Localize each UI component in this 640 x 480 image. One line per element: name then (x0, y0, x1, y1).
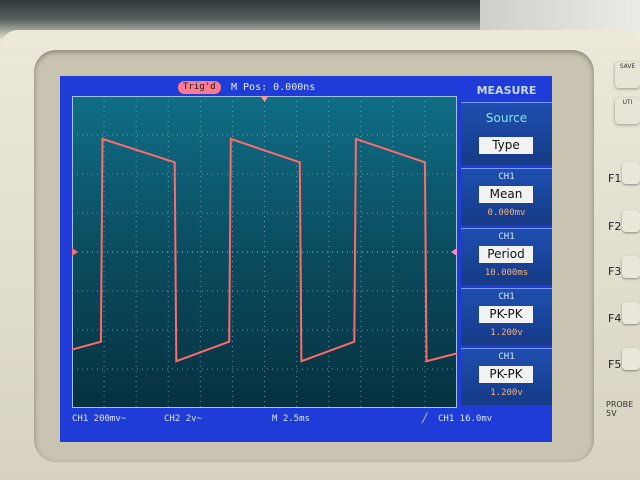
ch2-scale: CH2 2v~ (164, 414, 202, 424)
trigger-level-marker-icon (451, 248, 457, 256)
menu-slot-f5[interactable]: CH1 PK-PK 1.200v (461, 348, 552, 405)
horizontal-position: M Pos: 0.000ns (231, 82, 316, 93)
measure-value: 10.000ms (484, 268, 529, 278)
trigger-position-marker-icon (260, 96, 269, 102)
menu-slot-source[interactable]: Source Type (461, 102, 552, 165)
measure-menu: Source Type CH1 Mean 0.000mv CH1 Period … (461, 102, 552, 410)
f2-label: F2 (608, 220, 622, 233)
menu-channel: CH1 (498, 292, 515, 302)
probe-label: PROBE (606, 400, 634, 409)
source-label: Source (485, 111, 528, 125)
utility-button-label: UTI (622, 99, 633, 106)
trigger-status-badge: Trig'd (178, 81, 221, 94)
function-keys: F1 F2 F3 F4 F5 (600, 150, 640, 450)
trigger-edge-icon: ╱ (422, 414, 428, 424)
menu-slot-f2[interactable]: CH1 Mean 0.000mv (461, 168, 552, 225)
f3-button[interactable] (622, 256, 640, 278)
probe-sublabel: 5V (606, 409, 617, 418)
measure-type-pkpk[interactable]: PK-PK (479, 306, 533, 323)
measure-value: 1.200v (490, 388, 523, 398)
menu-slot-f4[interactable]: CH1 PK-PK 1.200v (461, 288, 552, 345)
menu-slot-f3[interactable]: CH1 Period 10.000ms (461, 228, 552, 285)
probe-panel: PROBE 5V (606, 400, 640, 460)
top-status-bar: Trig'd M Pos: 0.000ns (60, 76, 552, 98)
measure-type-period[interactable]: Period (479, 246, 533, 263)
measure-value: 0.000mv (487, 208, 526, 218)
measure-type-pkpk-2[interactable]: PK-PK (479, 366, 533, 383)
type-button[interactable]: Type (479, 137, 533, 154)
f1-label: F1 (608, 172, 622, 185)
oscilloscope-screen: Trig'd M Pos: 0.000ns MEASURE Source Typ… (60, 76, 552, 442)
measure-value: 1.200v (490, 328, 523, 338)
time-base: M 2.5ms (272, 414, 310, 424)
utility-button[interactable]: UTI (615, 98, 640, 124)
f4-label: F4 (608, 312, 622, 325)
menu-channel: CH1 (498, 172, 515, 182)
f5-button[interactable] (622, 348, 640, 370)
trigger-level: CH1 16.0mv (438, 414, 493, 424)
menu-channel: CH1 (498, 352, 515, 362)
waveform-display (72, 96, 457, 408)
f3-label: F3 (608, 265, 622, 278)
f1-button[interactable] (622, 162, 640, 184)
measure-type-mean[interactable]: Mean (479, 186, 533, 203)
f2-button[interactable] (622, 210, 640, 232)
save-button-label: SAVE (619, 63, 636, 70)
ch1-ground-marker-icon (72, 248, 78, 256)
f4-button[interactable] (622, 302, 640, 324)
waveform-plot (72, 96, 457, 408)
save-button[interactable]: SAVE (615, 62, 640, 88)
ch1-trace (72, 137, 457, 363)
menu-title: MEASURE (476, 84, 537, 97)
bottom-status-bar: CH1 200mv~ CH2 2v~ M 2.5ms ╱ CH1 16.0mv (60, 410, 552, 428)
menu-channel: CH1 (498, 232, 515, 242)
f5-label: F5 (608, 358, 622, 371)
ch1-scale: CH1 200mv~ (72, 414, 127, 424)
